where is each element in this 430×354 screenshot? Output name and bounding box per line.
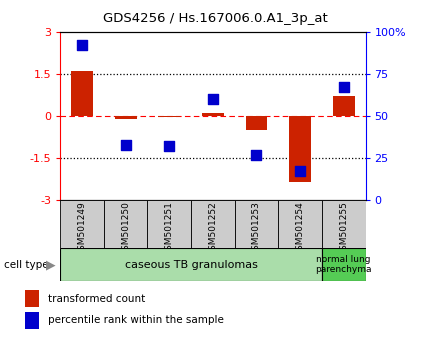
Text: GSM501253: GSM501253 xyxy=(252,201,261,256)
Bar xyxy=(289,116,311,182)
Bar xyxy=(71,71,93,116)
Point xyxy=(297,169,304,174)
Bar xyxy=(191,200,235,248)
Text: GSM501254: GSM501254 xyxy=(295,201,304,256)
Bar xyxy=(147,200,191,248)
Bar xyxy=(25,290,39,307)
Bar xyxy=(60,200,104,248)
Text: GSM501249: GSM501249 xyxy=(77,201,86,256)
Text: transformed count: transformed count xyxy=(48,294,145,304)
Text: caseous TB granulomas: caseous TB granulomas xyxy=(125,259,258,270)
Text: GSM501252: GSM501252 xyxy=(209,201,217,256)
Text: percentile rank within the sample: percentile rank within the sample xyxy=(48,315,224,325)
Text: GSM501250: GSM501250 xyxy=(121,201,130,256)
Point xyxy=(209,96,216,102)
Text: GDS4256 / Hs.167006.0.A1_3p_at: GDS4256 / Hs.167006.0.A1_3p_at xyxy=(103,12,327,25)
Text: cell type: cell type xyxy=(4,259,49,270)
Bar xyxy=(115,116,137,119)
Point xyxy=(79,42,86,48)
Text: GSM501255: GSM501255 xyxy=(339,201,348,256)
Bar xyxy=(202,113,224,116)
Bar xyxy=(235,200,278,248)
Point xyxy=(253,152,260,158)
Point xyxy=(340,85,347,90)
Point xyxy=(166,143,173,149)
Point xyxy=(122,142,129,147)
Bar xyxy=(246,116,267,130)
Bar xyxy=(322,248,366,281)
Bar xyxy=(25,312,39,329)
Text: GSM501251: GSM501251 xyxy=(165,201,174,256)
Bar xyxy=(60,248,322,281)
Bar xyxy=(322,200,366,248)
Bar xyxy=(333,96,355,116)
Bar xyxy=(104,200,147,248)
Bar xyxy=(278,200,322,248)
Text: ▶: ▶ xyxy=(46,258,56,271)
Bar xyxy=(158,116,180,117)
Text: normal lung
parenchyma: normal lung parenchyma xyxy=(316,255,372,274)
